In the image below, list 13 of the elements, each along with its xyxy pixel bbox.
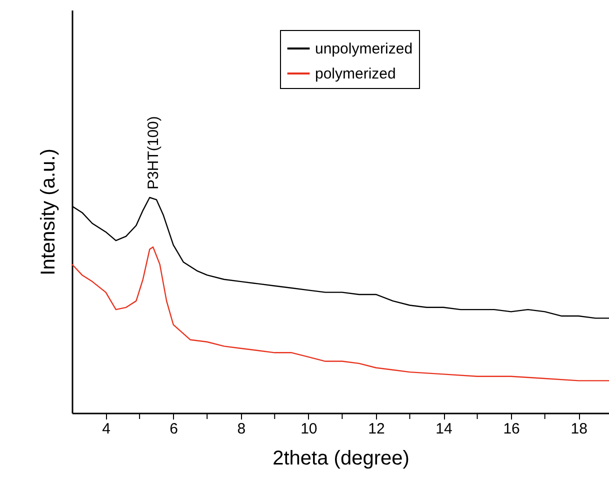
legend-label: polymerized: [315, 66, 396, 82]
x-tick-label: 14: [436, 420, 452, 438]
x-tick-label: 10: [300, 420, 318, 438]
legend-label: unpolymerized: [315, 40, 413, 58]
y-axis-title: Intensity (a.u.): [38, 148, 60, 276]
annotation: P3HT(100): [145, 116, 162, 190]
x-tick-label: 16: [503, 420, 520, 438]
x-tick-label: 4: [102, 420, 110, 438]
x-tick-label: 8: [237, 420, 246, 438]
x-tick-label: 6: [170, 420, 178, 438]
x-tick-label: 12: [368, 420, 385, 438]
x-axis-title: 2theta (degree): [272, 448, 410, 470]
x-tick-label: 18: [570, 420, 588, 438]
